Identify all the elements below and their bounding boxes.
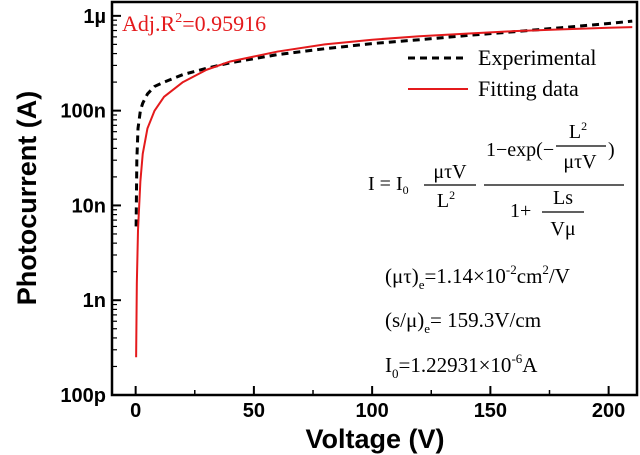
adj-r2-label: Adj.R2=0.95916 (122, 11, 266, 36)
x-tick-label: 0 (130, 400, 141, 422)
y-tick-label: 100p (60, 385, 106, 407)
series-layer (134, 19, 633, 358)
adj-r2-value: =0.95916 (182, 11, 266, 36)
param-mutau: (μτ)e=1.14×10-2cm2/V (385, 262, 570, 292)
legend-experimental-label: Experimental (478, 45, 597, 70)
formula-coef-den: L2 (437, 188, 455, 212)
x-tick-label: 200 (592, 400, 625, 422)
adj-r2-exp: 2 (175, 11, 182, 26)
plot-frame (110, 0, 639, 397)
y-tick-label: 100n (60, 101, 106, 123)
adj-r2-prefix: Adj.R (122, 11, 176, 36)
axis-ticks (112, 14, 610, 396)
formula-num-main: 1−exp(− (486, 139, 554, 161)
formula-num-close: ) (608, 139, 615, 161)
x-tick-label: 100 (355, 400, 388, 422)
formula-den-inner-num: Ls (553, 187, 573, 209)
formula-inner-num: L2 (569, 119, 587, 143)
x-tick-label: 50 (243, 400, 265, 422)
series-fitting-line (135, 26, 633, 358)
y-axis-title: Photocurrent (A) (12, 91, 42, 305)
x-tick-label: 150 (474, 400, 507, 422)
y-tick-label: 1n (83, 290, 106, 312)
param-s-over-mu: (s/μ)e= 159.3V/cm (385, 308, 541, 336)
formula-den-inner-den: Vμ (550, 218, 575, 240)
y-tick-label: 10n (72, 195, 106, 217)
y-tick-label: 1µ (83, 6, 106, 28)
x-axis-title: Voltage (V) (305, 424, 444, 454)
legend: Experimental Fitting data (408, 45, 597, 101)
formula-coef-num: μτV (433, 161, 467, 183)
formula-inner-den: μτV (563, 151, 597, 173)
fit-formula: I = I0 μτV L2 1−exp(− L2 μτV ) 1+ Ls Vμ (368, 119, 624, 240)
formula-den-main: 1+ (510, 200, 531, 222)
axis-tick-labels: 0 50 100 150 200 100p 1n 10n 100n 1µ (60, 6, 625, 422)
formula-lhs: I = I0 (368, 173, 409, 197)
param-i0: I0=1.22931×10-6A (385, 351, 538, 381)
legend-fitting-label: Fitting data (478, 76, 579, 101)
